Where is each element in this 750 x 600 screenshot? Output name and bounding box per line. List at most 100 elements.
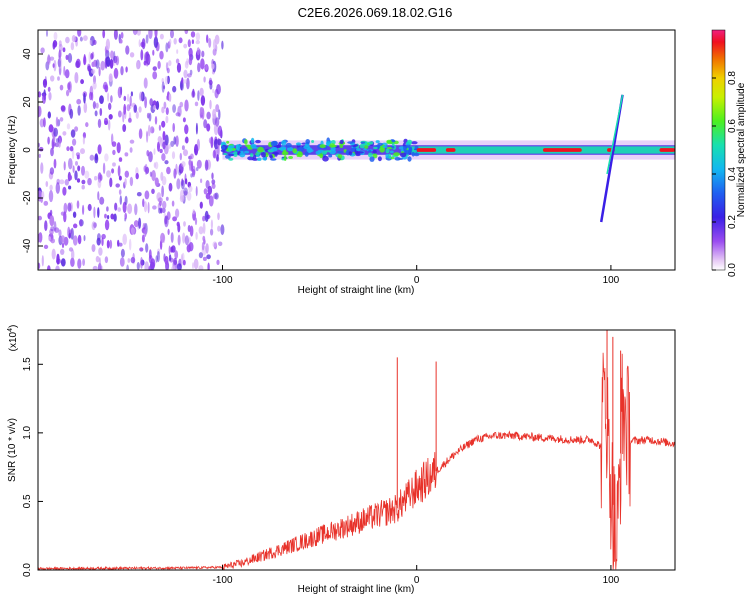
noise-blob	[83, 92, 86, 104]
noise-blob	[173, 136, 177, 145]
noise-blob	[38, 215, 42, 221]
noise-blob	[60, 235, 66, 243]
spectrogram-xlabel: Height of straight line (km)	[298, 285, 415, 296]
ridge-blob	[389, 150, 394, 154]
noise-blob	[133, 104, 138, 113]
noise-blob	[47, 265, 51, 270]
noise-blob	[123, 95, 127, 102]
noise-blob	[106, 206, 109, 212]
noise-blob	[70, 42, 75, 51]
noise-blob	[129, 52, 135, 58]
noise-blob	[90, 53, 94, 60]
noise-blob	[154, 116, 158, 125]
noise-blob	[188, 56, 193, 66]
ridge-blob	[368, 152, 373, 158]
ridge-blob	[386, 139, 392, 144]
ridge-blob	[287, 147, 294, 152]
ridge-blob	[326, 140, 331, 146]
noise-blob	[160, 232, 165, 243]
noise-blob	[168, 93, 172, 102]
ridge-blob	[247, 156, 255, 161]
ridge-blob	[265, 152, 269, 158]
noise-blob	[69, 108, 74, 119]
noise-blob	[132, 30, 138, 36]
snr-panel: -100 0 100 0.0 0.5 1.0 1.5 Height of straight …	[7, 325, 676, 595]
ridge-blob	[274, 152, 278, 157]
noise-blob	[49, 228, 54, 235]
noise-blob	[57, 56, 63, 69]
noise-blob	[157, 60, 161, 70]
noise-blob	[114, 202, 118, 211]
noise-blob	[210, 136, 214, 149]
ridge-blob	[331, 145, 337, 148]
noise-blob	[120, 248, 125, 258]
noise-blob	[188, 159, 192, 166]
noise-blob	[47, 86, 51, 92]
noise-blob	[196, 138, 200, 151]
noise-blob	[145, 243, 149, 253]
noise-blob	[190, 173, 193, 178]
noise-blob	[175, 208, 180, 218]
ridge-blob	[369, 156, 375, 162]
noise-blob	[133, 220, 139, 228]
xtick-label: 100	[603, 575, 620, 586]
noise-blob	[51, 139, 55, 151]
noise-blob	[115, 55, 120, 66]
noise-blob	[119, 39, 123, 44]
noise-blob	[181, 77, 184, 84]
noise-blob	[127, 203, 133, 215]
noise-blob	[87, 203, 92, 212]
noise-blob	[215, 117, 220, 127]
noise-blob	[118, 242, 123, 247]
noise-blob	[148, 112, 152, 122]
ridge-blob	[242, 147, 249, 151]
ytick-label: 1.0	[22, 425, 33, 439]
ridge-blob	[239, 152, 246, 158]
noise-blob	[164, 215, 168, 225]
noise-blob	[184, 60, 189, 69]
noise-blob	[101, 233, 106, 240]
noise-blob	[62, 186, 67, 196]
noise-blob	[177, 234, 181, 246]
noise-blob	[129, 139, 135, 144]
noise-blob	[93, 39, 97, 46]
noise-blob	[83, 235, 86, 242]
noise-blob	[72, 165, 75, 173]
noise-blob	[184, 178, 188, 185]
noise-blob	[107, 92, 110, 102]
noise-blob	[76, 178, 81, 183]
ridge-blob	[309, 149, 314, 153]
ytick-label: -40	[22, 238, 33, 253]
noise-blob	[47, 136, 50, 145]
noise-blob	[66, 123, 71, 130]
noise-blob	[142, 198, 145, 208]
noise-blob	[71, 35, 76, 43]
noise-blob	[204, 159, 209, 171]
noise-blob	[152, 66, 157, 71]
noise-blob	[38, 91, 41, 98]
noise-blob	[81, 165, 85, 176]
noise-blob	[111, 168, 115, 174]
noise-blob	[91, 61, 95, 67]
xtick-label: -100	[212, 575, 232, 586]
noise-blob	[168, 254, 172, 262]
noise-blob	[157, 141, 160, 152]
noise-blob	[97, 191, 100, 201]
noise-blob	[55, 138, 60, 143]
noise-blob	[170, 30, 174, 39]
noise-blob	[161, 153, 166, 162]
noise-blob	[186, 77, 190, 90]
ridge-blob	[283, 155, 287, 162]
noise-blob	[141, 234, 145, 243]
noise-blob	[53, 127, 58, 137]
noise-blob	[122, 124, 127, 132]
ridge-blob	[283, 149, 287, 154]
noise-blob	[132, 252, 135, 263]
noise-blob	[147, 124, 151, 137]
ridge-blob	[386, 146, 393, 150]
noise-blob	[124, 152, 129, 157]
noise-blob	[42, 78, 48, 88]
noise-blob	[154, 161, 159, 170]
noise-blob	[158, 197, 163, 203]
noise-blob	[176, 49, 179, 54]
